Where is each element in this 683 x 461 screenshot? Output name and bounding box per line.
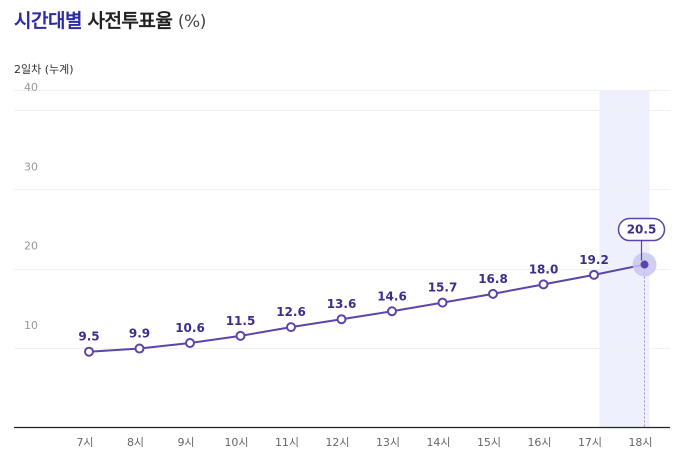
data-label: 10.6 xyxy=(175,321,205,335)
x-tick-label: 8시 xyxy=(127,436,144,449)
x-tick-label: 12시 xyxy=(325,436,349,449)
x-tick-label: 7시 xyxy=(76,436,93,449)
data-label: 9.5 xyxy=(78,330,99,344)
data-point[interactable] xyxy=(235,330,246,341)
x-tick-label: 11시 xyxy=(275,436,299,449)
data-label: 12.6 xyxy=(276,305,306,319)
x-tick-label: 13시 xyxy=(376,436,400,449)
x-tick-label: 10시 xyxy=(224,436,248,449)
data-label: 15.7 xyxy=(428,281,458,295)
x-tick-label: 15시 xyxy=(477,436,501,449)
callout-value-label: 20.5 xyxy=(627,223,657,237)
x-tick-label: 18시 xyxy=(628,436,652,449)
data-point[interactable] xyxy=(84,346,94,357)
data-label: 19.2 xyxy=(579,253,609,267)
callout-bubble xyxy=(617,217,666,242)
series-line xyxy=(88,263,645,353)
y-tick-label: 10 xyxy=(24,319,38,332)
data-point-highlight[interactable] xyxy=(640,260,649,269)
data-label: 14.6 xyxy=(377,289,407,303)
data-point[interactable] xyxy=(437,297,448,308)
data-point[interactable] xyxy=(589,269,599,280)
chart-title-accent: 시간대별 xyxy=(14,10,82,32)
data-label: 11.5 xyxy=(226,314,256,328)
data-label: 16.8 xyxy=(478,272,508,286)
data-label: 9.9 xyxy=(129,327,150,341)
x-tick-label: 16시 xyxy=(527,436,551,449)
data-label: 18.0 xyxy=(529,262,559,276)
data-point[interactable] xyxy=(387,306,397,317)
data-point[interactable] xyxy=(538,279,549,290)
data-point[interactable] xyxy=(286,322,296,333)
y-tick-label: 30 xyxy=(24,160,38,173)
data-point[interactable] xyxy=(134,343,145,354)
x-tick-label: 9시 xyxy=(177,436,194,449)
x-tick-label: 14시 xyxy=(426,436,450,449)
chart-title-unit: (%) xyxy=(177,12,206,32)
y-tick-label: 20 xyxy=(24,240,38,253)
data-point[interactable] xyxy=(336,314,347,325)
chart-title: 시간대별 사전투표율 (%) xyxy=(14,6,206,33)
chart-title-main: 사전투표율 xyxy=(87,10,173,32)
x-tick-label: 17시 xyxy=(578,436,602,449)
y-tick-label: 40 xyxy=(24,81,38,94)
data-point[interactable] xyxy=(488,288,498,299)
chart-subtitle: 2일차 (누계) xyxy=(14,63,74,76)
data-point[interactable] xyxy=(185,337,195,348)
data-label: 13.6 xyxy=(327,297,357,311)
